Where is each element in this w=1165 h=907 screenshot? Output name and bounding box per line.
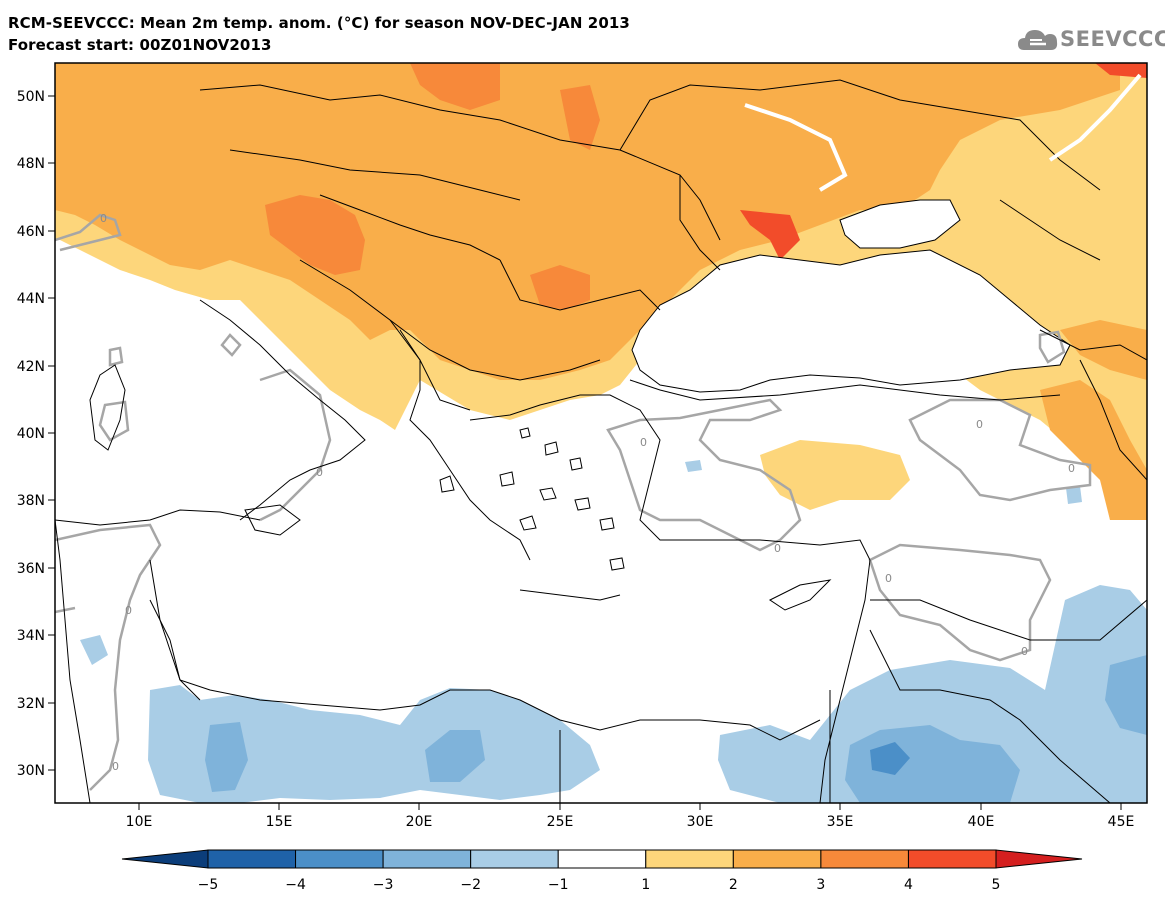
longitude-axis: 10E 15E 20E 25E 30E 35E 40E 45E <box>126 803 1135 830</box>
colorbar-tick-label: 2 <box>729 877 738 893</box>
colorbar-tick-label: 1 <box>641 877 650 893</box>
colorbar-box <box>382 849 472 869</box>
mediterranean-sea <box>55 310 360 520</box>
aegean-sea <box>410 380 630 540</box>
lon-label: 20E <box>406 814 433 830</box>
contour-label: 0 <box>1021 645 1028 658</box>
contour-label: 0 <box>112 760 119 773</box>
contour-label: 0 <box>774 542 781 555</box>
lat-label: 50N <box>17 89 45 105</box>
map-field: 0 0 0 0 0 0 0 0 0 0 <box>55 63 1147 803</box>
lat-label: 30N <box>17 763 45 779</box>
colorbar-tick-label: 5 <box>992 877 1001 893</box>
colorbar-box <box>820 849 909 869</box>
lon-label: 35E <box>827 814 854 830</box>
cool-anomaly-turkey-small <box>685 460 702 472</box>
lon-label: 45E <box>1108 814 1135 830</box>
logo-text: SEEVCCC <box>1060 27 1165 51</box>
colorbar-box <box>470 849 559 869</box>
colorbar-box <box>557 849 647 869</box>
colorbar-tick-label: −1 <box>548 877 569 893</box>
azov-sea <box>839 199 961 249</box>
warm-anomaly-strong-crimea <box>740 210 800 260</box>
warm-anomaly-medium-caucasus <box>1060 320 1147 380</box>
warm-anomaly-medium-east <box>1040 380 1147 520</box>
lon-label: 40E <box>968 814 995 830</box>
black-sea <box>631 249 1071 393</box>
colorbar-box <box>295 849 384 869</box>
colorbar-tick-label: −2 <box>460 877 481 893</box>
cool-anomaly-east-small <box>1066 486 1082 504</box>
forecast-start-label: Forecast start: 00Z01NOV2013 <box>8 36 272 54</box>
don-river <box>1048 73 1142 162</box>
warm-anomaly-strong-north <box>410 63 500 110</box>
lat-label: 46N <box>17 224 45 240</box>
contour-label: 0 <box>976 418 983 431</box>
lon-label: 30E <box>687 814 714 830</box>
cool-anomaly-egypt <box>425 730 485 782</box>
contour-label: 0 <box>316 466 323 479</box>
warm-anomaly-strong-romania <box>530 265 590 310</box>
contour-labels: 0 0 0 0 0 0 0 0 0 0 <box>100 212 1075 773</box>
coastlines <box>55 199 1101 803</box>
map-title: RCM-SEEVCCC: Mean 2m temp. anom. (°C) fo… <box>8 14 630 32</box>
colorbar-box <box>907 849 997 869</box>
contour-label: 0 <box>100 212 107 225</box>
colorbar-tick-label: 3 <box>816 877 825 893</box>
colorbar-tick-label: −4 <box>285 877 306 893</box>
lat-label: 32N <box>17 696 45 712</box>
contour-label: 0 <box>125 604 132 617</box>
colorbar-tick-label: −3 <box>373 877 394 893</box>
colorbar-box <box>645 849 734 869</box>
warm-anomaly-medium <box>55 63 1120 380</box>
colorbar-tick-label: −5 <box>198 877 219 893</box>
cool-anomaly-middle-east <box>718 585 1147 803</box>
latitude-axis: 50N 48N 46N 44N 42N 40N 38N 36N 34N 32N 30N <box>17 89 55 779</box>
contour-label: 0 <box>640 436 647 449</box>
zero-contours <box>55 213 1092 791</box>
lat-label: 44N <box>17 291 45 307</box>
cool-anomaly-north-africa <box>148 685 600 803</box>
warm-anomaly-strong-ukraine <box>560 85 600 150</box>
warm-anomaly-strong-central <box>265 195 365 275</box>
cool-anomaly-core <box>870 742 910 775</box>
cool-anomaly-libya <box>205 722 248 792</box>
contour-label: 0 <box>885 572 892 585</box>
lat-label: 34N <box>17 628 45 644</box>
contour-label: 0 <box>1068 462 1075 475</box>
warm-anomaly-strong-ne <box>1095 63 1147 78</box>
lat-label: 38N <box>17 493 45 509</box>
aegean-islands <box>439 427 625 571</box>
lat-label: 48N <box>17 156 45 172</box>
colorbar-box <box>207 849 297 869</box>
seevccc-logo: SEEVCCC <box>1016 22 1165 56</box>
cool-anomaly-west <box>80 635 108 665</box>
colorbar-tick-label: 4 <box>904 877 913 893</box>
lon-label: 15E <box>266 814 293 830</box>
lat-label: 40N <box>17 426 45 442</box>
country-borders <box>55 79 1147 803</box>
lon-label: 10E <box>126 814 153 830</box>
cloud-icon <box>1018 30 1058 50</box>
colorbar-box <box>732 849 822 869</box>
dnieper-river <box>744 103 848 192</box>
lat-label: 42N <box>17 359 45 375</box>
colorbar-max-arrow <box>995 849 1083 869</box>
colorbar-min-arrow <box>121 849 209 869</box>
lon-label: 25E <box>547 814 574 830</box>
colorbar: −5 −4 −3 −2 −1 1 2 3 4 5 <box>121 849 1083 893</box>
warm-anomaly-medium-anatolia <box>760 440 910 510</box>
cool-anomaly-iraq <box>1105 655 1147 735</box>
lat-label: 36N <box>17 561 45 577</box>
